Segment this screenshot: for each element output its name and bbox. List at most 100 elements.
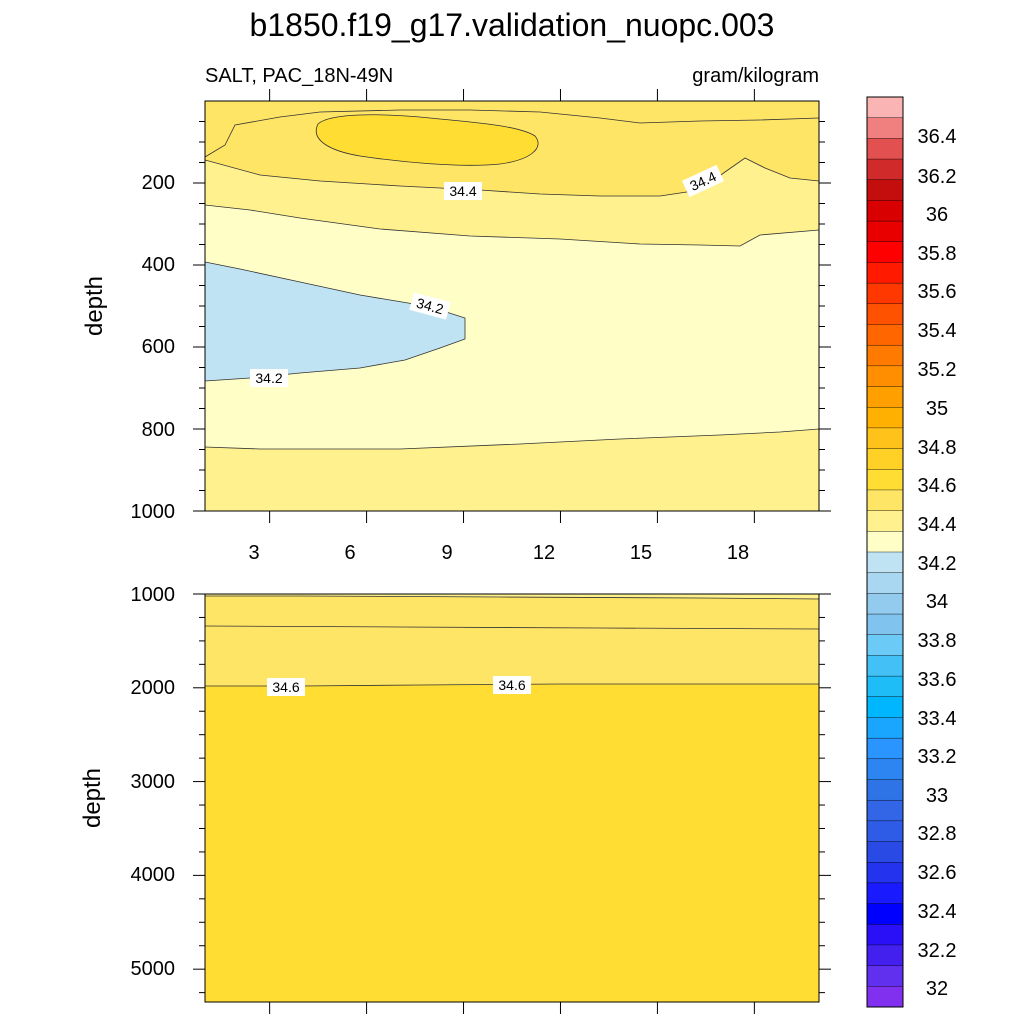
upper-contour-labels: 34.4 34.4 34.2 34.2 [250, 164, 725, 387]
colorbar-cell [866, 179, 904, 201]
colorbar-label: 32 [926, 978, 948, 1000]
colorbar-cell [866, 655, 904, 677]
lower-y-tick-label: 4000 [131, 864, 176, 886]
colorbar-cell [866, 200, 904, 222]
colorbar-cell [866, 510, 904, 532]
colorbar-cell [866, 158, 904, 181]
upper-fill-salt-core [316, 114, 539, 166]
colorbar-cell [866, 593, 904, 615]
colorbar-cell [866, 448, 904, 470]
colorbar-cell [866, 986, 904, 1008]
upper-contour-label-34-4-a: 34.4 [449, 183, 476, 199]
upper-contour-34-4-b [205, 204, 819, 247]
colorbar-cell [866, 675, 904, 698]
colorbar-cell [866, 903, 904, 925]
colorbar-labels: 36.4 36.2 36 35.8 35.6 35.4 35.2 35 34.8 34.6 34.4… [918, 126, 957, 1000]
colorbar-frame [866, 96, 904, 1008]
colorbar-label: 32.8 [918, 823, 957, 845]
upper-x-tick-label: 9 [441, 542, 452, 564]
lower-contour-label-34-6-a: 34.6 [272, 679, 299, 695]
colorbar-label: 32.4 [918, 901, 957, 923]
lower-y-tick-label: 1000 [131, 584, 176, 606]
colorbar-label: 34.8 [918, 437, 957, 459]
upper-y-tick-label: 1000 [131, 501, 176, 523]
colorbar-cell [866, 138, 904, 160]
lower-y-tick-labels: 1000 2000 3000 4000 5000 [131, 584, 176, 980]
colorbar-label: 33.8 [918, 630, 957, 652]
colorbar-cell [866, 799, 904, 822]
upper-x-tick-label: 12 [533, 542, 555, 564]
upper-x-tick-labels: 3 6 9 12 15 18 [248, 542, 749, 564]
lower-contour-34-6-upper [205, 625, 819, 630]
colorbar-cell [866, 324, 904, 346]
colorbar-cell [866, 862, 904, 884]
colorbar-label: 36 [926, 204, 948, 226]
upper-y-tick-label: 400 [142, 254, 175, 276]
colorbar-label: 35.6 [918, 281, 957, 303]
lower-axis-ticks [193, 593, 831, 1014]
lower-y-axis-label: depth [79, 768, 106, 828]
colorbar-label: 33.6 [918, 669, 957, 691]
upper-x-tick-label: 3 [248, 542, 259, 564]
lower-fill-mid [205, 594, 819, 686]
colorbar-cell [866, 882, 904, 905]
colorbar-cell [866, 469, 904, 491]
colorbar-cell [866, 407, 904, 429]
lower-contour-34-4 [205, 595, 819, 600]
colorbar-cell [866, 220, 904, 243]
upper-axis-ticks [193, 89, 831, 523]
upper-contour-34-2-b [205, 428, 819, 450]
colorbar-label: 33 [926, 785, 948, 807]
colorbar-cell [866, 758, 904, 780]
colorbar-cell [866, 489, 904, 512]
colorbar-cell [866, 551, 904, 574]
upper-fill-fresh-tongue [205, 262, 465, 381]
colorbar-cell [866, 282, 904, 305]
upper-x-tick-label: 15 [630, 542, 652, 564]
lower-contour-label-34-6-b: 34.6 [498, 677, 525, 693]
upper-contour-34-2-a [205, 261, 466, 382]
colorbar-cell [866, 779, 904, 801]
upper-contour-lines [205, 109, 819, 450]
colorbar-label: 32.6 [918, 862, 957, 884]
upper-contour-34-4-a [205, 157, 819, 197]
colorbar-label: 34.4 [918, 514, 957, 536]
colorbar-cell [866, 841, 904, 863]
colorbar-label: 32.2 [918, 940, 957, 962]
colorbar-cell [866, 613, 904, 636]
colorbar-cell [866, 696, 904, 718]
colorbar-cell [866, 386, 904, 408]
lower-y-tick-label: 2000 [131, 677, 176, 699]
colorbar-cell [866, 634, 904, 656]
colorbar-label: 33.4 [918, 708, 957, 730]
lower-panel: 34.6 34.6 1000 2000 3000 4000 5000 depth [79, 584, 831, 1014]
upper-x-tick-label: 6 [344, 542, 355, 564]
colorbar-label: 35.2 [918, 359, 957, 381]
colorbar-cell [866, 303, 904, 325]
upper-y-tick-labels: 200 400 600 800 1000 [131, 172, 176, 523]
lower-y-tick-label: 5000 [131, 958, 176, 980]
colorbar-cell [866, 427, 904, 450]
colorbar-cell [866, 241, 904, 263]
colorbar-label: 35.4 [918, 320, 957, 342]
upper-contour-label-34-2-b: 34.2 [255, 370, 282, 386]
colorbar-cell [866, 117, 904, 139]
colorbar-label: 34.6 [918, 475, 957, 497]
colorbar-label: 34.2 [918, 553, 957, 575]
upper-y-tick-label: 200 [142, 172, 175, 194]
upper-contour-34-8 [315, 114, 539, 166]
lower-plot-frame [204, 593, 820, 1003]
colorbar-cell [866, 820, 904, 843]
colorbar-cell [866, 717, 904, 739]
colorbar-cell [866, 944, 904, 967]
colorbar-cell [866, 262, 904, 284]
colorbar: 36.4 36.2 36 35.8 35.6 35.4 35.2 35 34.8 34.6 34.4… [866, 96, 957, 1008]
colorbar-cell [866, 365, 904, 388]
upper-y-tick-label: 600 [142, 336, 175, 358]
colorbar-label: 36.2 [918, 166, 957, 188]
upper-panel-units: gram/kilogram [692, 65, 819, 87]
upper-y-tick-label: 800 [142, 419, 175, 441]
colorbar-label: 36.4 [918, 126, 957, 148]
upper-contour-label-34-2-a: 34.2 [415, 295, 446, 318]
